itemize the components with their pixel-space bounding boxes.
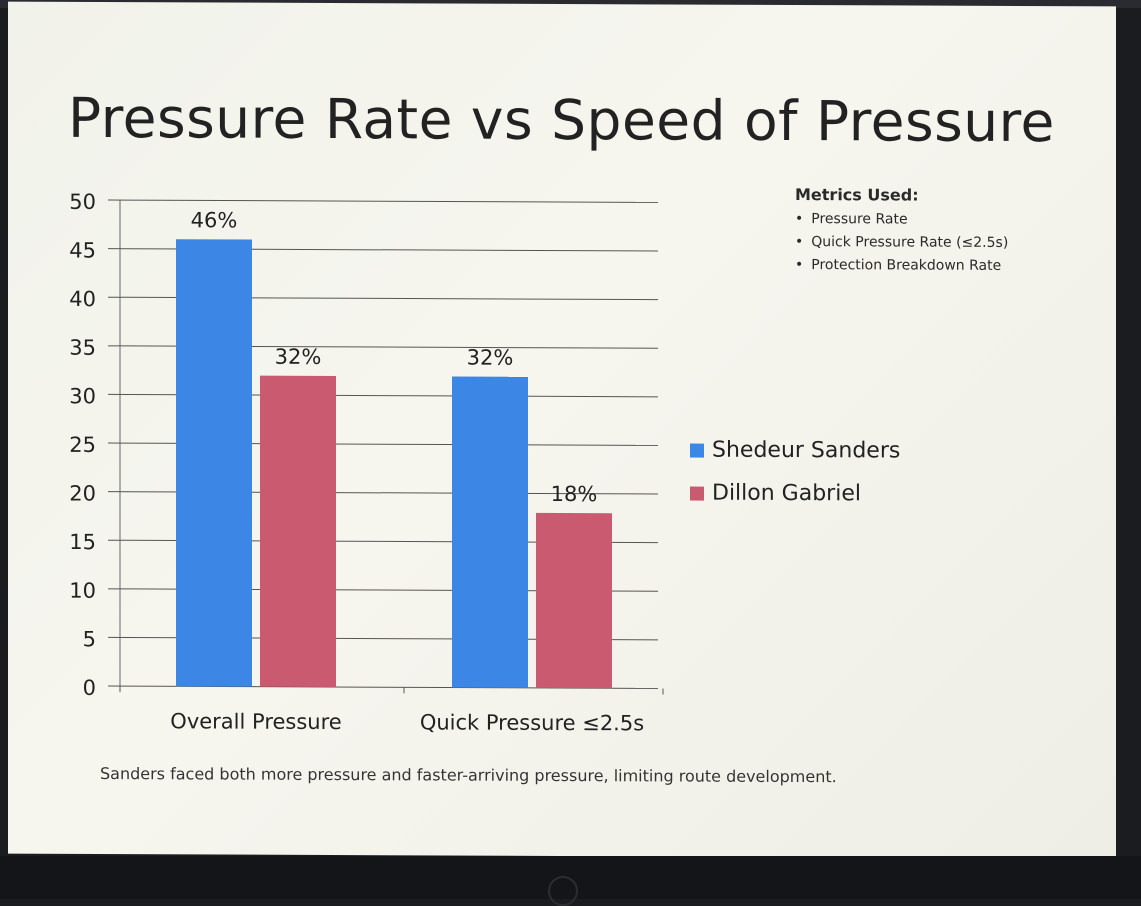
legend-label: Shedeur Sanders [712,437,901,464]
y-tick-label: 5 [83,627,96,651]
bar-layer [176,239,612,689]
y-tick-label: 35 [69,336,96,360]
metrics-item: Quick Pressure Rate (≤2.5s) [795,231,1008,255]
category-label: Overall Pressure [170,709,341,734]
category-layer: Overall Pressure Quick Pressure ≤2.5s [170,709,644,735]
bar-gabriel [260,375,336,688]
y-tick-label: 20 [69,481,96,505]
monitor-logo-icon [548,876,578,906]
data-label: 32% [275,345,322,369]
legend-swatch-sanders [690,443,704,458]
gridline [108,199,658,203]
bar-sanders [452,376,528,688]
y-tick-label: 45 [69,238,96,262]
metrics-item: Pressure Rate [795,208,1008,232]
legend-item-gabriel: Dillon Gabriel [690,472,900,516]
y-tick-label: 15 [69,530,96,554]
legend-label: Dillon Gabriel [712,480,861,507]
y-tick-layer: 0 5 10 15 20 25 30 35 40 45 50 [69,190,96,700]
y-tick-label: 50 [69,190,96,214]
data-label: 32% [467,346,514,370]
legend-item-sanders: Shedeur Sanders [690,429,900,473]
y-tick-label: 10 [69,579,96,603]
metrics-list: Pressure Rate Quick Pressure Rate (≤2.5s… [795,208,1008,278]
data-label: 18% [551,482,598,506]
y-tick-label: 30 [69,384,96,408]
y-tick-label: 40 [69,287,96,311]
chart-legend: Shedeur Sanders Dillon Gabriel [690,429,900,516]
slide-footnote: Sanders faced both more pressure and fas… [100,763,837,787]
metrics-heading: Metrics Used: [795,185,919,205]
category-label: Quick Pressure ≤2.5s [420,710,644,735]
bar-gabriel [536,512,612,689]
y-tick-label: 0 [83,676,96,700]
bar-chart: 0 5 10 15 20 25 30 35 40 45 50 46% 32% 32% 18% Overal… [69,190,664,735]
label-layer: 46% 32% 32% 18% [191,208,598,506]
y-tick-label: 25 [69,433,96,457]
metrics-box: Metrics Used: Pressure Rate Quick Pressu… [795,185,1008,278]
legend-swatch-gabriel [690,486,704,501]
bar-sanders [176,239,252,687]
presentation-slide: Pressure Rate vs Speed of Pressure 0 5 10 1… [8,1,1116,859]
data-label: 46% [191,208,238,232]
metrics-item: Protection Breakdown Rate [795,254,1008,278]
